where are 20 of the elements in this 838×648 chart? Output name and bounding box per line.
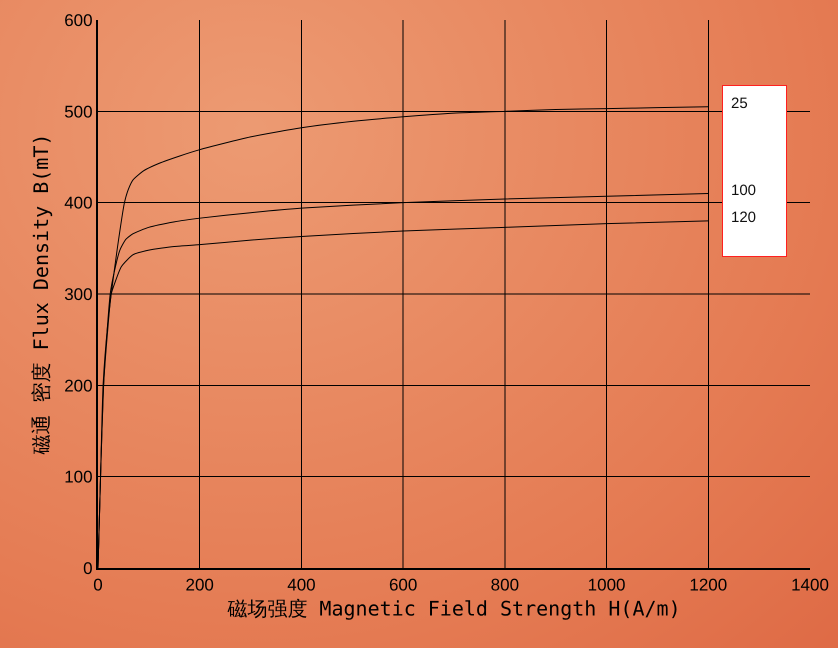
y-tick-label: 200 bbox=[64, 376, 93, 396]
x-axis-title: 磁场强度 Magnetic Field Strength H(A/m) bbox=[226, 596, 681, 620]
x-tick-label: 800 bbox=[490, 575, 520, 594]
y-tick-label: 0 bbox=[83, 558, 93, 578]
x-tick-label: 600 bbox=[388, 575, 418, 594]
series-label: 120 bbox=[731, 208, 756, 226]
x-tick-label: 400 bbox=[287, 575, 316, 594]
label-box: 25 100 120 bbox=[722, 85, 787, 257]
x-tick-label: 1000 bbox=[588, 575, 626, 594]
series-label: 25 bbox=[731, 94, 748, 112]
x-tick-label: 200 bbox=[186, 575, 214, 594]
y-tick-label: 500 bbox=[64, 102, 93, 122]
y-axis-title: 磁通 密度 Flux Density B(mT) bbox=[29, 134, 54, 456]
y-tick-label: 300 bbox=[64, 284, 93, 304]
y-tick-label: 600 bbox=[64, 10, 93, 30]
x-tick-label: 1200 bbox=[689, 575, 728, 594]
x-tick-label: 1400 bbox=[791, 575, 829, 594]
y-tick-label: 100 bbox=[64, 468, 93, 487]
series-label: 100 bbox=[731, 182, 756, 199]
y-tick-label: 400 bbox=[64, 194, 93, 213]
